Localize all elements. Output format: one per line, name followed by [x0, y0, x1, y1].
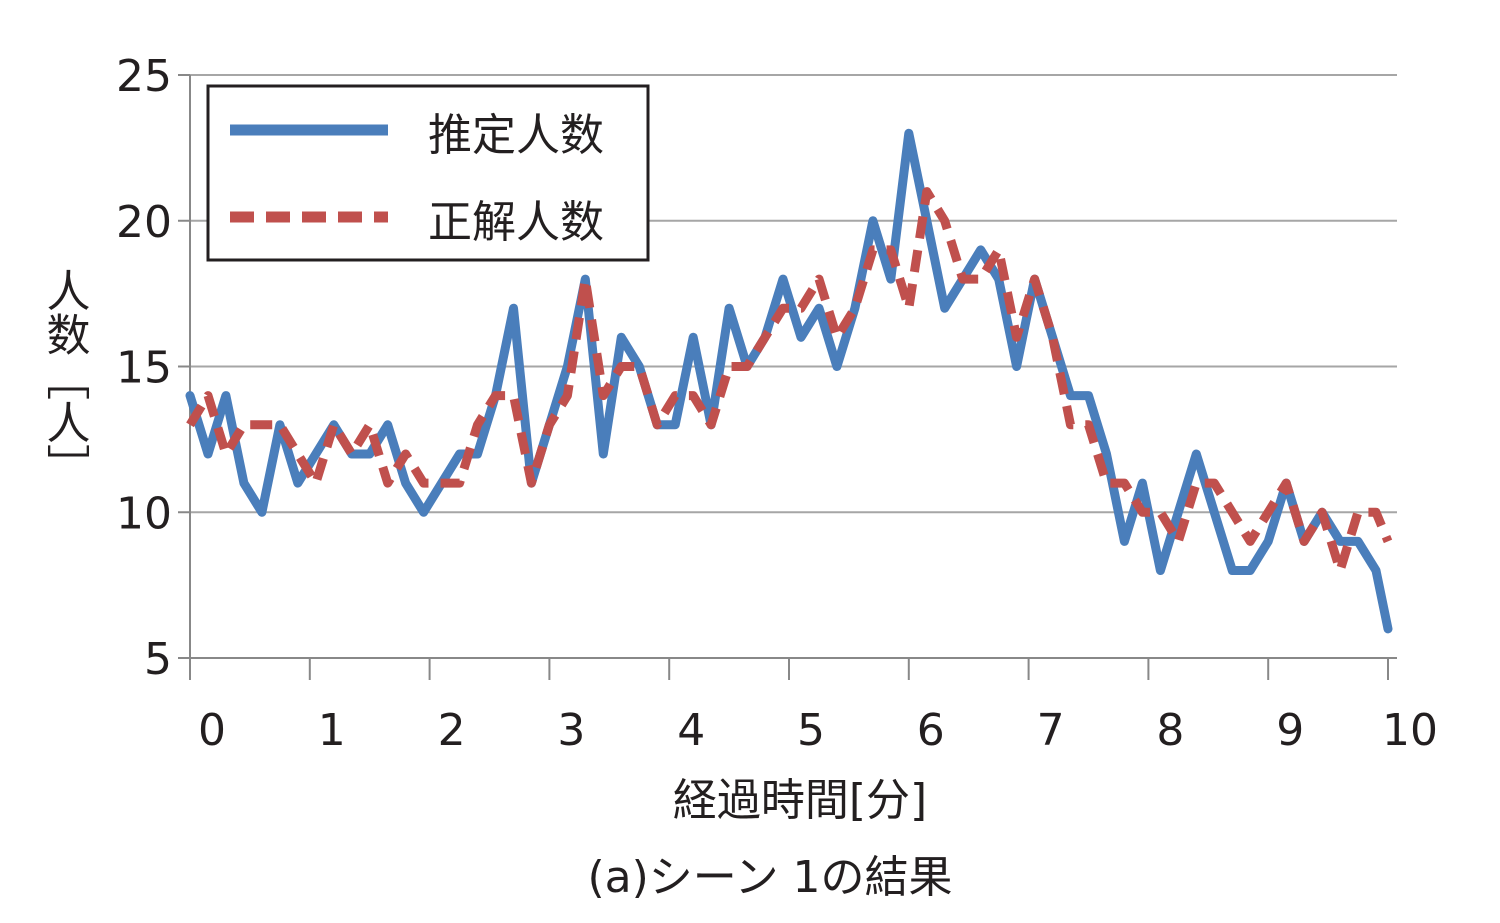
y-tick-label: 10 [116, 488, 172, 539]
y-tick-label: 15 [116, 343, 172, 394]
y-tick-label: 25 [116, 51, 172, 102]
legend: 推定人数 正解人数 [206, 84, 650, 262]
y-tick-label: 5 [144, 634, 172, 685]
legend-label-estimated: 推定人数 [428, 110, 604, 161]
y-tick-labels: 25 20 15 10 5 [116, 51, 172, 685]
series-line-estimated [185, 128, 1393, 634]
x-tick-marks [189, 658, 1389, 680]
series-line-actual [186, 187, 1393, 575]
x-tick-label: 8 [1156, 705, 1184, 756]
x-axis-title: 経過時間[分] [673, 775, 927, 826]
x-tick-label: 2 [438, 705, 466, 756]
x-tick-label: 0 [198, 705, 226, 756]
x-tick-labels: 0 1 2 3 4 5 6 7 8 9 10 [198, 705, 1438, 756]
legend-label-actual: 正解人数 [428, 197, 604, 248]
x-tick-label: 6 [917, 705, 945, 756]
y-axis-title: 人数［人］ [39, 268, 90, 488]
legend-box [206, 84, 650, 262]
x-tick-label: 9 [1276, 705, 1304, 756]
y-tick-marks [178, 74, 190, 659]
x-tick-label: 3 [557, 705, 585, 756]
x-tick-label: 7 [1037, 705, 1065, 756]
figure-caption: (a)シーン 1の結果 [587, 852, 952, 903]
y-tick-label: 20 [116, 197, 172, 248]
series-group [185, 128, 1393, 634]
x-tick-label: 4 [677, 705, 705, 756]
x-tick-label: 10 [1382, 705, 1438, 756]
x-tick-label: 5 [797, 705, 825, 756]
x-tick-label: 1 [318, 705, 346, 756]
